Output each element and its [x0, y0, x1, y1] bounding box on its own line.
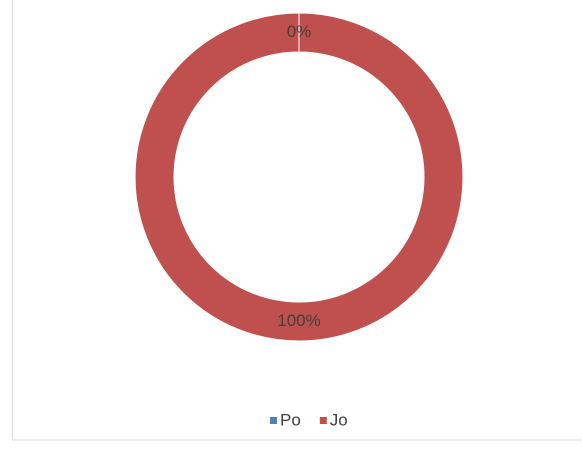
doughnut-slice [134, 12, 464, 342]
legend-swatch [319, 417, 327, 424]
data-label: 0% [287, 22, 312, 41]
chart-frame [12, 0, 582, 441]
legend-swatch [270, 417, 277, 424]
data-label: 100% [277, 311, 320, 330]
legend-label: Po [280, 410, 301, 429]
legend-label: Jo [330, 410, 348, 429]
